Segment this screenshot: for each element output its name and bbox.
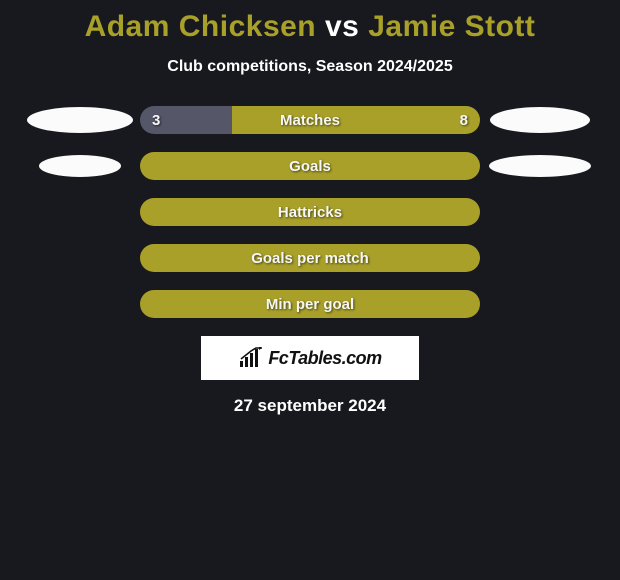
right-indicator bbox=[480, 155, 600, 177]
date-text: 27 september 2024 bbox=[0, 396, 620, 416]
right-ellipse bbox=[489, 155, 591, 177]
left-indicator bbox=[20, 107, 140, 133]
logo-text: FcTables.com bbox=[268, 348, 381, 369]
bar-right-segment bbox=[232, 106, 480, 134]
bar-left-segment bbox=[140, 106, 232, 134]
bar-right-segment bbox=[140, 290, 480, 318]
stat-row: Min per goal bbox=[0, 290, 620, 318]
bar-right-segment bbox=[140, 244, 480, 272]
stat-bar: Goals per match bbox=[140, 244, 480, 272]
stat-row: Goals per match bbox=[0, 244, 620, 272]
stat-row: Matches38 bbox=[0, 106, 620, 134]
left-ellipse bbox=[27, 107, 133, 133]
subtitle: Club competitions, Season 2024/2025 bbox=[0, 58, 620, 76]
stat-bar: Hattricks bbox=[140, 198, 480, 226]
stat-bar: Goals bbox=[140, 152, 480, 180]
stat-row: Goals bbox=[0, 152, 620, 180]
chart-icon bbox=[238, 347, 264, 369]
bar-right-segment bbox=[140, 152, 480, 180]
player-a-name: Adam Chicksen bbox=[85, 10, 317, 43]
comparison-chart: Matches38 Goals Hattricks Goals per match Mi… bbox=[0, 106, 620, 318]
stat-bar: Matches38 bbox=[140, 106, 480, 134]
stat-bar: Min per goal bbox=[140, 290, 480, 318]
right-ellipse bbox=[490, 107, 590, 133]
fctables-logo: FcTables.com bbox=[201, 336, 419, 380]
left-indicator bbox=[20, 155, 140, 177]
vs-text: vs bbox=[325, 10, 359, 43]
bar-right-segment bbox=[140, 198, 480, 226]
page-title: Adam Chicksen vs Jamie Stott bbox=[0, 0, 620, 44]
stat-row: Hattricks bbox=[0, 198, 620, 226]
player-b-name: Jamie Stott bbox=[368, 10, 535, 43]
left-ellipse bbox=[39, 155, 121, 177]
right-indicator bbox=[480, 107, 600, 133]
